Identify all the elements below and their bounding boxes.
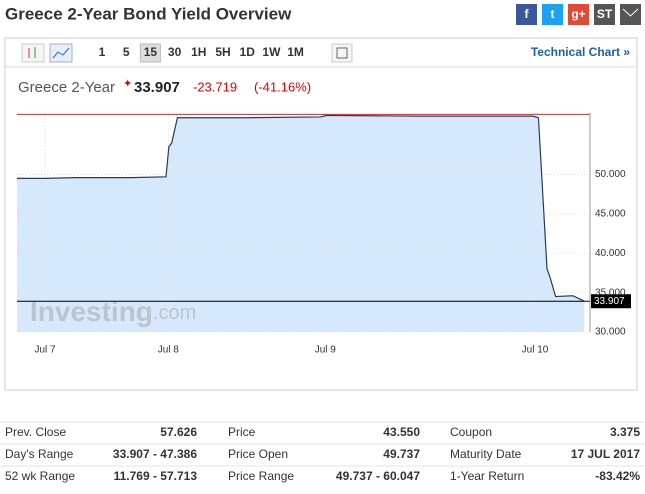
area-fill bbox=[17, 115, 585, 332]
table-value: 49.737 bbox=[383, 447, 420, 461]
timeframe[interactable]: 1W bbox=[262, 45, 281, 59]
timeframe[interactable]: 1 bbox=[99, 45, 106, 59]
line bbox=[17, 114, 585, 302]
social-icon[interactable] bbox=[516, 4, 537, 25]
mail-envelope bbox=[622, 8, 639, 17]
table-label: 1-Year Return bbox=[450, 469, 524, 483]
table-value: 11.769 - 57.713 bbox=[114, 469, 198, 483]
table-label: Prev. Close bbox=[5, 425, 66, 439]
table-value: 43.550 bbox=[383, 425, 420, 439]
x-tick-label: Jul 8 bbox=[158, 345, 180, 356]
mail-icon[interactable] bbox=[620, 4, 641, 25]
y-tick-label: 30.000 bbox=[595, 327, 626, 338]
social-icon[interactable] bbox=[542, 4, 563, 25]
icon-settings[interactable] bbox=[331, 43, 353, 63]
y-tick-label: 50.000 bbox=[595, 169, 626, 180]
table-label: Coupon bbox=[450, 425, 492, 439]
y-tick-label: 45.000 bbox=[595, 208, 626, 219]
table-label: Maturity Date bbox=[450, 447, 522, 461]
title: Greece 2-Year Bond Yield Overview bbox=[5, 4, 292, 23]
timeframe[interactable]: 5H bbox=[215, 45, 230, 59]
social-icon[interactable] bbox=[594, 4, 615, 25]
timeframe[interactable]: 1M bbox=[287, 45, 304, 59]
social-label[interactable]: g+ bbox=[571, 7, 585, 21]
y-tick-label: 40.000 bbox=[595, 248, 626, 259]
social-label[interactable]: f bbox=[525, 7, 530, 21]
table-value: 57.626 bbox=[160, 425, 197, 439]
timeframe-active bbox=[139, 43, 161, 63]
table-value: -83.42% bbox=[595, 469, 640, 483]
watermark-suffix: .com bbox=[153, 302, 196, 324]
social-label[interactable]: t bbox=[551, 7, 555, 21]
last-value-label: 33.907 bbox=[594, 296, 625, 307]
timeframe[interactable]: 30 bbox=[168, 45, 182, 59]
quote-name: Greece 2-Year bbox=[18, 79, 115, 96]
technical-chart-link[interactable]: Technical Chart » bbox=[531, 45, 630, 59]
table-label: Price Open bbox=[228, 447, 288, 461]
timeframe[interactable]: 5 bbox=[123, 45, 130, 59]
table-value: 33.907 - 47.386 bbox=[113, 447, 197, 461]
icon-candles[interactable] bbox=[21, 43, 45, 63]
table-value: 49.737 - 60.047 bbox=[336, 469, 420, 483]
y-tick-label: 35.000 bbox=[595, 287, 626, 298]
quote-marker: ✦ bbox=[123, 78, 132, 90]
table-label: Price Range bbox=[228, 469, 294, 483]
x-tick-label: Jul 9 bbox=[315, 345, 337, 356]
quote-change: -23.719 bbox=[193, 79, 237, 94]
table-label: Price bbox=[228, 425, 256, 439]
last-value-box bbox=[591, 294, 631, 309]
quote-percent: (-41.16%) bbox=[254, 79, 311, 94]
timeframe[interactable]: 1H bbox=[191, 45, 206, 59]
social-icon[interactable] bbox=[568, 4, 589, 25]
icon-line[interactable] bbox=[49, 43, 73, 63]
social-label[interactable]: ST bbox=[597, 7, 613, 21]
quote-price: 33.907 bbox=[134, 79, 180, 96]
table-value: 3.375 bbox=[610, 425, 640, 439]
timeframe[interactable]: 1D bbox=[240, 45, 256, 59]
x-tick-label: Jul 7 bbox=[35, 345, 57, 356]
table-value: 17 JUL 2017 bbox=[571, 447, 640, 461]
x-tick-label: Jul 10 bbox=[522, 345, 549, 356]
table-label: Day's Range bbox=[5, 447, 74, 461]
timeframe[interactable]: 15 bbox=[144, 45, 158, 59]
table-label: 52 wk Range bbox=[5, 469, 75, 483]
